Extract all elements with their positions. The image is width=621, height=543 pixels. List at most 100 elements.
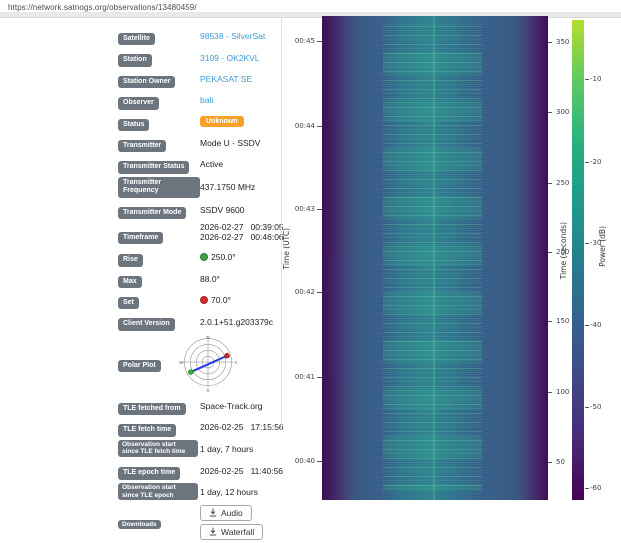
power-tick-mark xyxy=(585,488,589,489)
row-polar-plot: Polar Plot N E S W xyxy=(118,334,286,392)
station-owner-link[interactable]: PEKASAT SE xyxy=(200,73,253,84)
seconds-tick-mark xyxy=(548,183,552,184)
row-obs-start-since-epoch: Observation start since TLE epoch 1 day,… xyxy=(118,482,286,502)
obs-start-since-epoch-label: Observation start since TLE epoch xyxy=(118,482,198,501)
row-status: Status Unknown xyxy=(118,113,286,131)
row-timeframe: Timeframe 2026-02-27 00:39:05 2026-02-27 … xyxy=(118,222,286,245)
timeframe-start: 2026-02-27 00:39:05 xyxy=(200,221,284,232)
tle-fetched-from-value: Space-Track.org xyxy=(200,400,263,411)
set-label: Set xyxy=(118,297,139,310)
downloads-label: Downloads xyxy=(118,519,161,530)
transmitter-frequency-label: Transmitter Frequency xyxy=(118,176,200,198)
satellite-link[interactable]: 98538 - SilverSat xyxy=(200,31,266,42)
station-label: Station xyxy=(118,54,152,67)
utc-tick-mark xyxy=(317,292,322,293)
client-version-label: Client Version xyxy=(118,318,175,331)
row-tle-fetch-time: TLE fetch time 2026-02-25 17:15:56 xyxy=(118,418,286,437)
row-obs-start-since-fetch: Observation start since TLE fetch time 1… xyxy=(118,439,286,459)
power-tick-mark xyxy=(585,325,589,326)
seconds-tick-label: 250 xyxy=(556,179,570,187)
obs-start-since-epoch-value: 1 day, 12 hours xyxy=(200,487,258,498)
power-colorbar xyxy=(572,20,584,500)
row-transmitter: Transmitter Mode U - SSDV xyxy=(118,134,286,153)
utc-tick-mark xyxy=(317,209,322,210)
utc-tick-mark xyxy=(317,126,322,127)
observer-label: Observer xyxy=(118,97,159,110)
download-audio-button[interactable]: Audio xyxy=(200,504,252,521)
row-tle-fetched-from: TLE fetched from Space-Track.org xyxy=(118,397,286,416)
row-station-owner: Station Owner PEKASAT SE xyxy=(118,70,286,89)
utc-tick-mark xyxy=(317,41,322,42)
row-transmitter-frequency: Transmitter Frequency 437.1750 MHz xyxy=(118,176,286,198)
utc-tick-mark xyxy=(317,377,322,378)
download-waterfall-button[interactable]: Waterfall xyxy=(200,523,264,540)
waterfall-center-carrier xyxy=(432,16,435,500)
set-value: 70.0° xyxy=(200,295,231,305)
max-value: 88.0° xyxy=(200,273,220,284)
row-tle-epoch-time: TLE epoch time 2026-02-25 11:40:56 xyxy=(118,461,286,480)
row-satellite: Satellite 98538 - SilverSat xyxy=(118,27,286,46)
url-bar[interactable]: https://network.satnogs.org/observations… xyxy=(8,3,197,12)
row-transmitter-status: Transmitter Status Active xyxy=(118,155,286,174)
power-tick-mark xyxy=(585,79,589,80)
utc-tick-label: 00:40 xyxy=(294,457,315,465)
tle-epoch-time-label: TLE epoch time xyxy=(118,467,181,480)
waterfall-signal-striations xyxy=(383,25,483,491)
observer-link[interactable]: bali xyxy=(200,95,214,106)
power-tick-mark xyxy=(585,243,589,244)
row-transmitter-mode: Transmitter Mode SSDV 9600 xyxy=(118,201,286,219)
polar-pass-track xyxy=(190,354,228,373)
power-tick-label: -50 xyxy=(590,403,602,411)
rise-dot-icon xyxy=(200,252,208,261)
satellite-label: Satellite xyxy=(118,33,155,46)
row-set: Set 70.0° xyxy=(118,291,286,310)
seconds-tick-label: 150 xyxy=(556,317,570,325)
download-waterfall-label: Waterfall xyxy=(221,526,255,537)
station-link[interactable]: 3109 - OK2KVL xyxy=(200,52,260,63)
seconds-tick-mark xyxy=(548,252,552,253)
utc-tick-mark xyxy=(317,461,322,462)
polar-east-label: E xyxy=(235,360,237,365)
observation-details-panel: Satellite 98538 - SilverSat Station 3109… xyxy=(118,27,286,543)
download-icon xyxy=(209,508,217,517)
time-utc-axis-label: Time (UTC) xyxy=(282,228,291,270)
seconds-tick-mark xyxy=(548,42,552,43)
utc-tick-label: 00:43 xyxy=(294,205,315,213)
power-tick-label: -60 xyxy=(590,484,602,492)
polar-west-label: W xyxy=(179,360,184,365)
obs-start-since-fetch-label: Observation start since TLE fetch time xyxy=(118,439,198,458)
tle-epoch-time-value: 2026-02-25 11:40:56 xyxy=(200,465,284,476)
transmitter-mode-label: Transmitter Mode xyxy=(118,206,187,219)
polar-set-marker xyxy=(224,352,230,359)
max-label: Max xyxy=(118,275,142,289)
panel-plot-divider xyxy=(281,16,282,430)
station-owner-label: Station Owner xyxy=(118,75,176,89)
utc-tick-label: 00:41 xyxy=(294,373,315,381)
seconds-tick-label: 100 xyxy=(556,388,570,396)
rise-value: 250.0° xyxy=(200,252,236,262)
row-rise: Rise 250.0° xyxy=(118,248,286,267)
rise-label: Rise xyxy=(118,254,143,267)
waterfall-signal-band xyxy=(380,16,485,500)
download-audio-label: Audio xyxy=(221,507,243,518)
utc-tick-label: 00:45 xyxy=(294,37,315,45)
seconds-tick-mark xyxy=(548,462,552,463)
polar-rise-marker xyxy=(188,369,194,375)
row-downloads: Downloads Audio Waterfall xyxy=(118,504,286,540)
browser-chrome-strip xyxy=(0,12,621,18)
seconds-tick-mark xyxy=(548,112,552,113)
polar-plot-label: Polar Plot xyxy=(118,359,161,373)
transmitter-value: Mode U - SSDV xyxy=(200,138,261,149)
power-tick-label: -20 xyxy=(590,158,602,166)
power-tick-label: -30 xyxy=(590,239,602,247)
transmitter-status-label: Transmitter Status xyxy=(118,161,190,174)
polar-south-label: S xyxy=(206,388,209,392)
tle-fetch-time-value: 2026-02-25 17:15:56 xyxy=(200,422,284,433)
seconds-tick-mark xyxy=(548,321,552,322)
seconds-tick-label: 300 xyxy=(556,108,570,116)
timeframe-value: 2026-02-27 00:39:05 2026-02-27 00:46:06 xyxy=(200,222,284,242)
tle-fetch-time-label: TLE fetch time xyxy=(118,424,177,437)
row-client-version: Client Version 2.0.1+51.g203379c xyxy=(118,312,286,331)
transmitter-status-value: Active xyxy=(200,159,224,170)
waterfall-spectrogram xyxy=(322,16,548,500)
